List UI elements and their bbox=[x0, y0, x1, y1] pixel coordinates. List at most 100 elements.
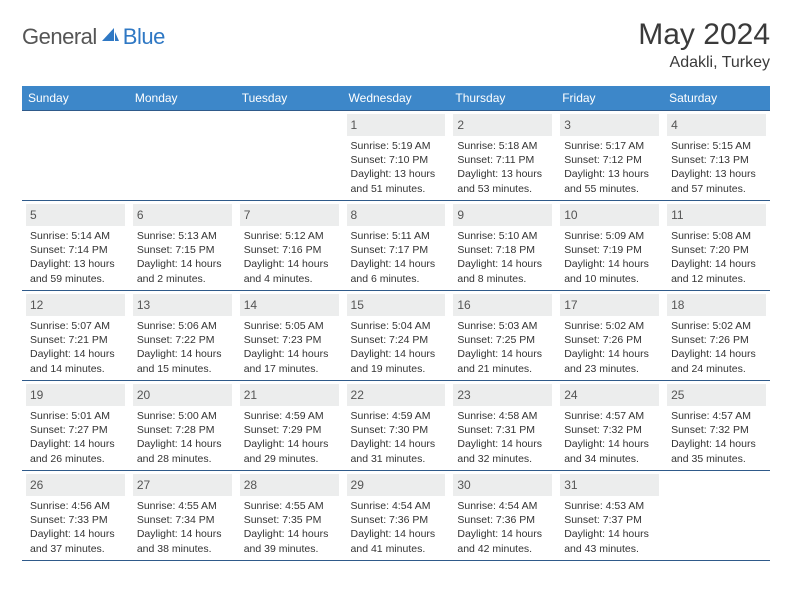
calendar-table: SundayMondayTuesdayWednesdayThursdayFrid… bbox=[22, 86, 770, 561]
day-number: 29 bbox=[351, 478, 364, 492]
day-number: 26 bbox=[30, 478, 43, 492]
day-number: 10 bbox=[564, 208, 577, 222]
logo: General Blue bbox=[22, 18, 165, 50]
sail-icon bbox=[100, 26, 120, 49]
calendar-cell: 15Sunrise: 5:04 AMSunset: 7:24 PMDayligh… bbox=[343, 290, 450, 380]
day-detail: Sunrise: 4:54 AMSunset: 7:36 PMDaylight:… bbox=[453, 496, 552, 556]
day-detail: Sunrise: 5:01 AMSunset: 7:27 PMDaylight:… bbox=[26, 406, 125, 466]
day-number: 15 bbox=[351, 298, 364, 312]
calendar-cell: 9Sunrise: 5:10 AMSunset: 7:18 PMDaylight… bbox=[449, 200, 556, 290]
day-detail: Sunrise: 4:58 AMSunset: 7:31 PMDaylight:… bbox=[453, 406, 552, 466]
day-number: 1 bbox=[351, 118, 358, 132]
calendar-cell: 6 Sunrise: 5:13 AMSunset: 7:15 PMDaylight… bbox=[129, 200, 236, 290]
day-detail: Sunrise: 5:11 AMSunset: 7:17 PMDaylight:… bbox=[347, 226, 446, 286]
day-number: 30 bbox=[457, 478, 470, 492]
day-number: 12 bbox=[30, 298, 43, 312]
day-detail: Sunrise: 5:19 AMSunset: 7:10 PMDaylight:… bbox=[347, 136, 446, 196]
day-detail: Sunrise: 4:54 AMSunset: 7:36 PMDaylight:… bbox=[347, 496, 446, 556]
calendar-cell: 7 Sunrise: 5:12 AMSunset: 7:16 PMDaylight… bbox=[236, 200, 343, 290]
day-detail: Sunrise: 5:12 AMSunset: 7:16 PMDaylight:… bbox=[240, 226, 339, 286]
day-detail: Sunrise: 4:59 AMSunset: 7:29 PMDaylight:… bbox=[240, 406, 339, 466]
calendar-cell: 1 Sunrise: 5:19 AMSunset: 7:10 PMDaylight… bbox=[343, 110, 450, 200]
day-detail: Sunrise: 5:09 AMSunset: 7:19 PMDaylight:… bbox=[560, 226, 659, 286]
calendar-cell: 22 Sunrise: 4:59 AMSunset: 7:30 PMDayligh… bbox=[343, 380, 450, 470]
calendar-cell: 16 Sunrise: 5:03 AMSunset: 7:25 PMDayligh… bbox=[449, 290, 556, 380]
day-detail: Sunrise: 5:03 AMSunset: 7:25 PMDaylight:… bbox=[453, 316, 552, 376]
day-number: 28 bbox=[244, 478, 257, 492]
calendar-cell: 29 Sunrise: 4:54 AMSunset: 7:36 PMDayligh… bbox=[343, 470, 450, 561]
day-detail: Sunrise: 5:17 AMSunset: 7:12 PMDaylight:… bbox=[560, 136, 659, 196]
calendar-cell: 14Sunrise: 5:05 AMSunset: 7:23 PMDayligh… bbox=[236, 290, 343, 380]
calendar-cell: 10 Sunrise: 5:09 AMSunset: 7:19 PMDayligh… bbox=[556, 200, 663, 290]
calendar-cell: 23 Sunrise: 4:58 AMSunset: 7:31 PMDayligh… bbox=[449, 380, 556, 470]
day-detail: Sunrise: 5:02 AMSunset: 7:26 PMDaylight:… bbox=[667, 316, 766, 376]
day-header: Monday bbox=[129, 86, 236, 110]
title-block: May 2024 Adakli, Turkey bbox=[638, 18, 770, 72]
day-number: 18 bbox=[671, 298, 684, 312]
day-number: 19 bbox=[30, 388, 43, 402]
day-number: 24 bbox=[564, 388, 577, 402]
day-number: 25 bbox=[671, 388, 684, 402]
day-detail: Sunrise: 5:06 AMSunset: 7:22 PMDaylight:… bbox=[133, 316, 232, 376]
calendar-cell: 31Sunrise: 4:53 AMSunset: 7:37 PMDayligh… bbox=[556, 470, 663, 561]
day-header: Tuesday bbox=[236, 86, 343, 110]
calendar-row: 12 Sunrise: 5:07 AMSunset: 7:21 PMDayligh… bbox=[22, 290, 770, 380]
day-number: 17 bbox=[564, 298, 577, 312]
topbar: General Blue May 2024 Adakli, Turkey bbox=[22, 18, 770, 72]
day-detail: Sunrise: 4:53 AMSunset: 7:37 PMDaylight:… bbox=[560, 496, 659, 556]
month-title: May 2024 bbox=[638, 18, 770, 52]
day-detail: Sunrise: 5:15 AMSunset: 7:13 PMDaylight:… bbox=[667, 136, 766, 196]
day-detail: Sunrise: 4:57 AMSunset: 7:32 PMDaylight:… bbox=[667, 406, 766, 466]
calendar-cell bbox=[22, 110, 129, 200]
calendar-cell: 13 Sunrise: 5:06 AMSunset: 7:22 PMDayligh… bbox=[129, 290, 236, 380]
calendar-row: 19 Sunrise: 5:01 AMSunset: 7:27 PMDayligh… bbox=[22, 380, 770, 470]
day-header: Thursday bbox=[449, 86, 556, 110]
day-number: 20 bbox=[137, 388, 150, 402]
calendar-row: 26Sunrise: 4:56 AMSunset: 7:33 PMDayligh… bbox=[22, 470, 770, 561]
calendar-cell: 12 Sunrise: 5:07 AMSunset: 7:21 PMDayligh… bbox=[22, 290, 129, 380]
calendar-cell: 27 Sunrise: 4:55 AMSunset: 7:34 PMDayligh… bbox=[129, 470, 236, 561]
day-header: Friday bbox=[556, 86, 663, 110]
day-number: 22 bbox=[351, 388, 364, 402]
calendar-cell: 20Sunrise: 5:00 AMSunset: 7:28 PMDayligh… bbox=[129, 380, 236, 470]
day-number: 7 bbox=[244, 208, 251, 222]
calendar-cell: 11 Sunrise: 5:08 AMSunset: 7:20 PMDayligh… bbox=[663, 200, 770, 290]
day-number: 23 bbox=[457, 388, 470, 402]
calendar-cell: 25 Sunrise: 4:57 AMSunset: 7:32 PMDayligh… bbox=[663, 380, 770, 470]
calendar-page: General Blue May 2024 Adakli, Turkey Sun… bbox=[0, 0, 792, 579]
day-number: 3 bbox=[564, 118, 571, 132]
day-number: 11 bbox=[671, 208, 683, 222]
day-detail: Sunrise: 4:55 AMSunset: 7:34 PMDaylight:… bbox=[133, 496, 232, 556]
day-number: 6 bbox=[137, 208, 144, 222]
calendar-cell: 2 Sunrise: 5:18 AMSunset: 7:11 PMDaylight… bbox=[449, 110, 556, 200]
calendar-cell: 19 Sunrise: 5:01 AMSunset: 7:27 PMDayligh… bbox=[22, 380, 129, 470]
day-number: 27 bbox=[137, 478, 150, 492]
calendar-row: 1 Sunrise: 5:19 AMSunset: 7:10 PMDaylight… bbox=[22, 110, 770, 200]
day-detail: Sunrise: 4:59 AMSunset: 7:30 PMDaylight:… bbox=[347, 406, 446, 466]
calendar-cell bbox=[236, 110, 343, 200]
day-header: Sunday bbox=[22, 86, 129, 110]
calendar-cell: 4Sunrise: 5:15 AMSunset: 7:13 PMDaylight… bbox=[663, 110, 770, 200]
logo-word2: Blue bbox=[123, 24, 165, 50]
day-detail: Sunrise: 4:57 AMSunset: 7:32 PMDaylight:… bbox=[560, 406, 659, 466]
location: Adakli, Turkey bbox=[638, 54, 770, 72]
day-number: 2 bbox=[457, 118, 464, 132]
day-number: 8 bbox=[351, 208, 358, 222]
calendar-cell: 3 Sunrise: 5:17 AMSunset: 7:12 PMDaylight… bbox=[556, 110, 663, 200]
day-detail: Sunrise: 4:55 AMSunset: 7:35 PMDaylight:… bbox=[240, 496, 339, 556]
calendar-cell bbox=[663, 470, 770, 561]
day-detail: Sunrise: 5:18 AMSunset: 7:11 PMDaylight:… bbox=[453, 136, 552, 196]
day-number: 13 bbox=[137, 298, 150, 312]
day-detail: Sunrise: 5:05 AMSunset: 7:23 PMDaylight:… bbox=[240, 316, 339, 376]
day-detail: Sunrise: 5:10 AMSunset: 7:18 PMDaylight:… bbox=[453, 226, 552, 286]
day-number: 21 bbox=[244, 388, 257, 402]
calendar-cell: 28 Sunrise: 4:55 AMSunset: 7:35 PMDayligh… bbox=[236, 470, 343, 561]
day-detail: Sunrise: 5:08 AMSunset: 7:20 PMDaylight:… bbox=[667, 226, 766, 286]
logo-word1: General bbox=[22, 24, 97, 50]
calendar-cell: 5Sunrise: 5:14 AMSunset: 7:14 PMDaylight… bbox=[22, 200, 129, 290]
day-number: 16 bbox=[457, 298, 470, 312]
day-detail: Sunrise: 5:13 AMSunset: 7:15 PMDaylight:… bbox=[133, 226, 232, 286]
calendar-cell: 24 Sunrise: 4:57 AMSunset: 7:32 PMDayligh… bbox=[556, 380, 663, 470]
day-detail: Sunrise: 5:07 AMSunset: 7:21 PMDaylight:… bbox=[26, 316, 125, 376]
calendar-cell: 8 Sunrise: 5:11 AMSunset: 7:17 PMDaylight… bbox=[343, 200, 450, 290]
